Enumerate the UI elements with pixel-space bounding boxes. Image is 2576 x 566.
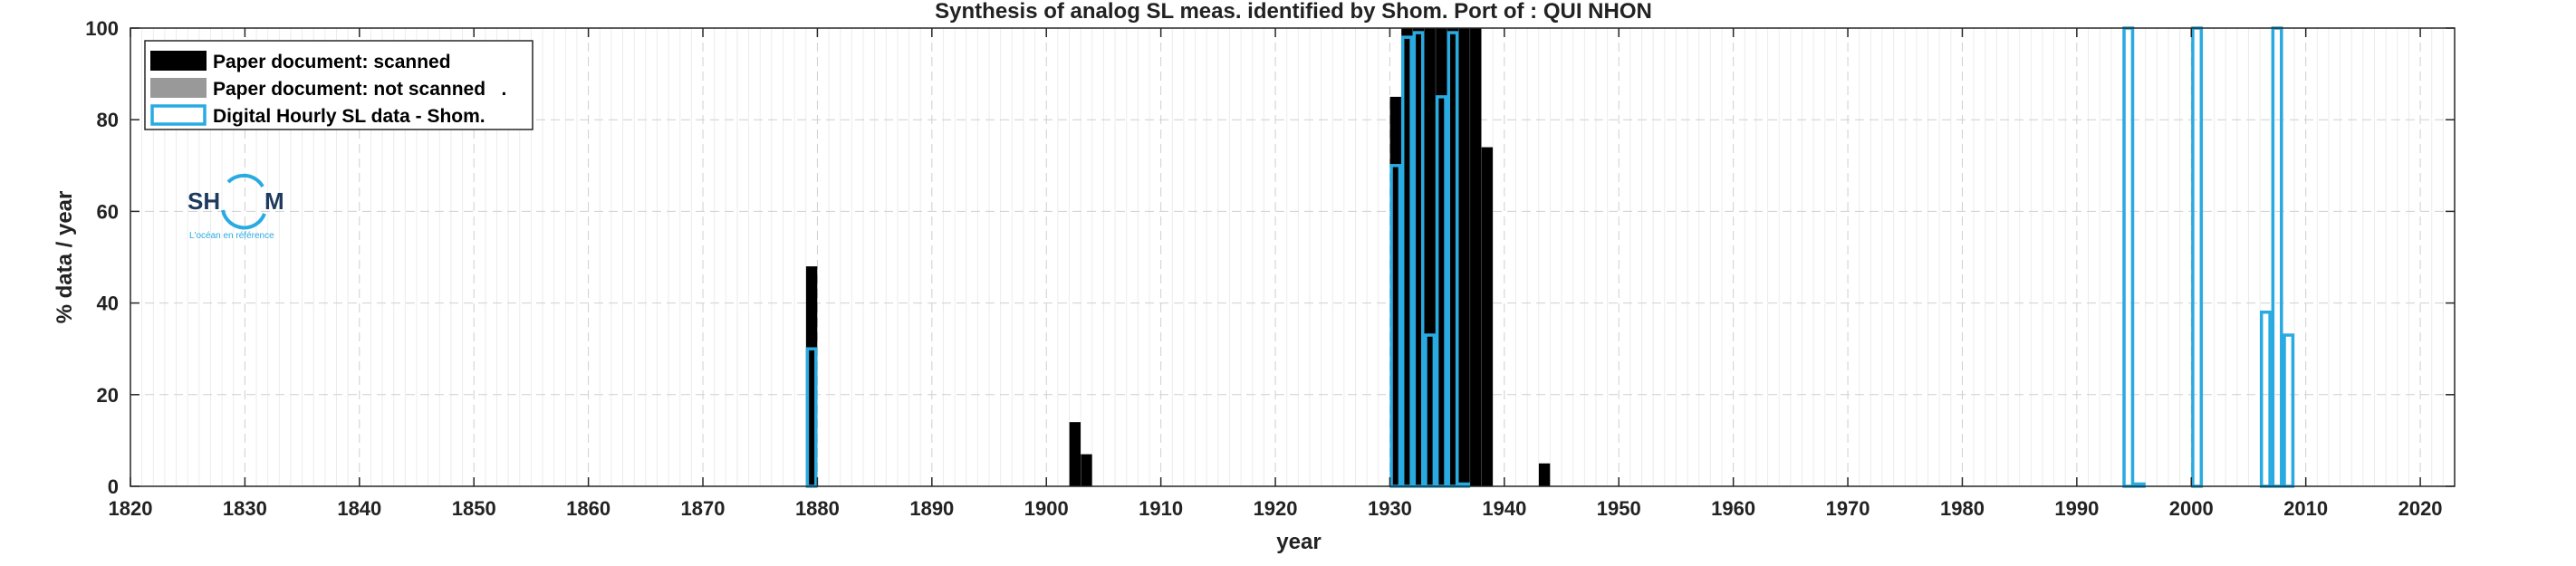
bar-scanned (1481, 147, 1494, 486)
minor-grid (141, 28, 2456, 486)
y-axis-ticks: 0 20 40 60 80 100 (85, 17, 2455, 498)
y-tick-label: 20 (97, 384, 119, 407)
shom-logo: SH M L'océan en référence (187, 173, 284, 241)
logo-circle-arc-top (226, 173, 264, 188)
legend-label-not-scanned: Paper document: not scanned . (213, 79, 506, 100)
legend-label-digital: Digital Hourly SL data - Shom. (213, 106, 485, 127)
x-tick-label: 1880 (795, 497, 840, 520)
y-tick-label: 0 (108, 475, 119, 498)
x-tick-label: 1990 (2054, 497, 2099, 520)
x-tick-label: 1820 (109, 497, 153, 520)
x-axis-ticks: 1820 1830 1840 1850 1860 1870 1880 1890 1900 1910… (109, 28, 2443, 520)
x-tick-label: 1910 (1139, 497, 1183, 520)
y-tick-label: 60 (97, 200, 119, 223)
x-tick-label: 1890 (909, 497, 954, 520)
x-tick-label: 1870 (681, 497, 726, 520)
bar-scanned (1069, 422, 1081, 486)
y-tick-label: 100 (85, 17, 119, 40)
y-axis-label: % data / year (53, 191, 77, 324)
x-tick-label: 2000 (2169, 497, 2214, 520)
logo-text-sh: SH (187, 187, 220, 215)
x-tick-label: 2020 (2398, 497, 2443, 520)
x-tick-label: 1830 (223, 497, 267, 520)
x-tick-label: 2010 (2283, 497, 2328, 520)
logo-circle-arc-bottom (221, 209, 266, 230)
bar-scanned (1081, 454, 1092, 486)
legend-box (144, 40, 533, 130)
x-tick-label: 1860 (566, 497, 610, 520)
bar-scanned (1458, 28, 1470, 486)
x-tick-label: 1920 (1254, 497, 1298, 520)
legend-label-scanned: Paper document: scanned (213, 52, 451, 72)
x-tick-label: 1980 (1940, 497, 1985, 520)
x-tick-label: 1900 (1024, 497, 1069, 520)
legend-swatch-not-scanned (150, 78, 207, 98)
logo-tagline: L'océan en référence (189, 231, 274, 241)
x-tick-label: 1930 (1368, 497, 1412, 520)
bar-scanned (1470, 28, 1482, 486)
x-tick-label: 1970 (1826, 497, 1870, 520)
x-tick-label: 1840 (337, 497, 381, 520)
legend-swatch-digital (150, 104, 207, 126)
legend-swatch-scanned (150, 51, 207, 71)
plot-frame (130, 27, 2456, 487)
bar-scanned (1538, 463, 1551, 486)
x-axis-label: year (1276, 530, 1321, 554)
x-tick-label: 1960 (1711, 497, 1755, 520)
legend: Paper document: scanned Paper document: … (144, 40, 533, 130)
y-tick-label: 80 (97, 109, 119, 131)
x-tick-label: 1850 (452, 497, 496, 520)
x-tick-label: 1940 (1482, 497, 1526, 520)
y-tick-label: 40 (97, 293, 119, 315)
logo-text-m: M (264, 187, 284, 215)
x-tick-label: 1950 (1597, 497, 1641, 520)
chart-title: Synthesis of analog SL meas. identified … (935, 0, 1652, 24)
